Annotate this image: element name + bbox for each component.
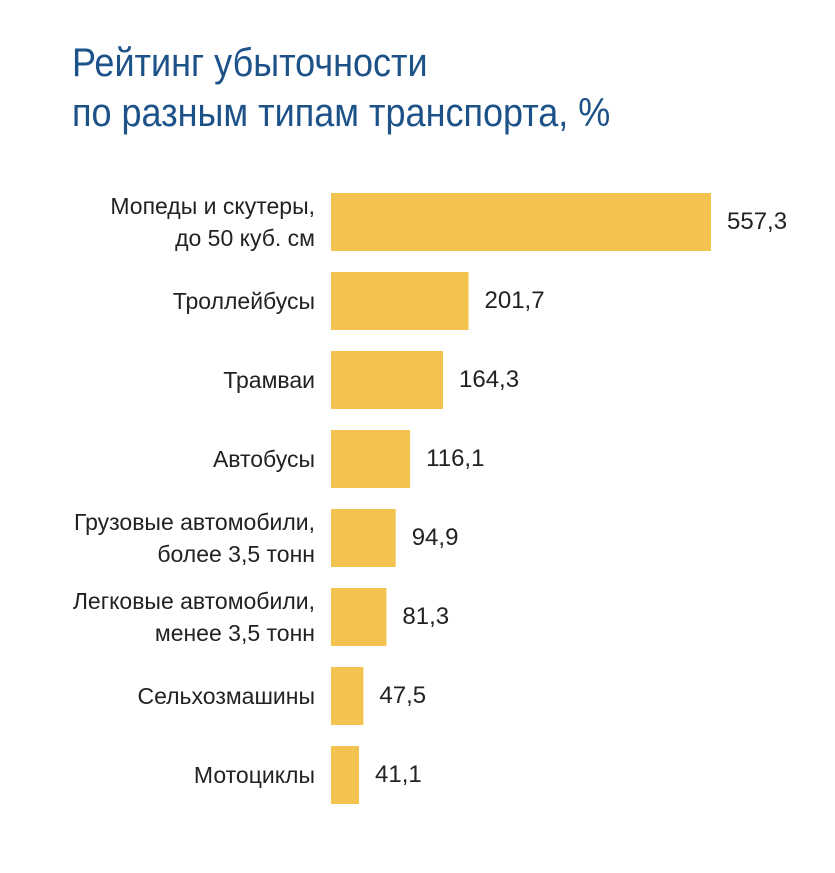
value-label: 116,1	[426, 445, 485, 472]
value-label: 201,7	[484, 287, 545, 314]
value-label: 81,3	[402, 603, 450, 630]
bar	[331, 509, 396, 567]
bar	[331, 588, 387, 646]
bar	[331, 272, 469, 330]
category-label: Троллейбусы	[172, 288, 315, 314]
category-label: Автобусы	[212, 446, 315, 472]
value-label: 41,1	[375, 761, 422, 788]
chart-title: Рейтинг убыточности по разным типам тран…	[72, 41, 611, 135]
category-label: Сельхозмашины	[137, 683, 316, 709]
value-label: 164,3	[459, 366, 520, 393]
value-label: 557,3	[727, 208, 788, 235]
bar	[331, 746, 360, 804]
bar	[331, 193, 711, 251]
category-label: Мопеды и скутеры, до 50 куб. см	[110, 193, 315, 251]
category-label: Легковые автомобили, менее 3,5 тонн	[72, 588, 315, 646]
bar	[331, 430, 411, 488]
category-label: Трамваи	[223, 367, 315, 393]
value-label: 47,5	[379, 682, 427, 709]
bar	[331, 351, 444, 409]
bar	[331, 667, 364, 725]
category-label: Мотоциклы	[193, 762, 315, 788]
value-label: 94,9	[411, 524, 459, 551]
category-label: Грузовые автомобили, более 3,5 тонн	[73, 509, 315, 567]
